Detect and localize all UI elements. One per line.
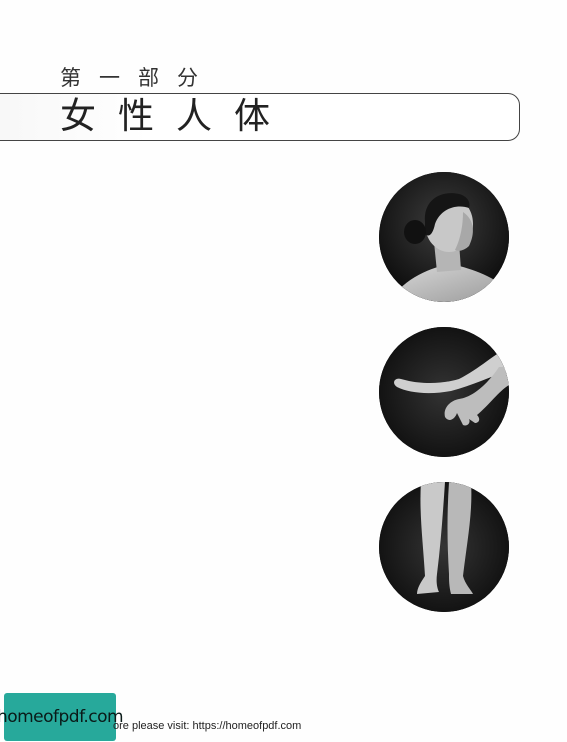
part-label: 第一部分 <box>60 66 216 90</box>
section-title: 女性人体 <box>60 96 293 137</box>
site-logo[interactable]: homeofpdf.com <box>0 693 124 741</box>
title-bar-frame <box>0 93 520 141</box>
logo-text: homeofpdf.com <box>0 707 124 727</box>
footer-link-text[interactable]: ore please visit: https://homeofpdf.com <box>113 720 302 732</box>
photo-hands <box>379 327 509 457</box>
photo-head-shoulders <box>379 172 509 302</box>
photo-legs-feet <box>379 482 509 612</box>
